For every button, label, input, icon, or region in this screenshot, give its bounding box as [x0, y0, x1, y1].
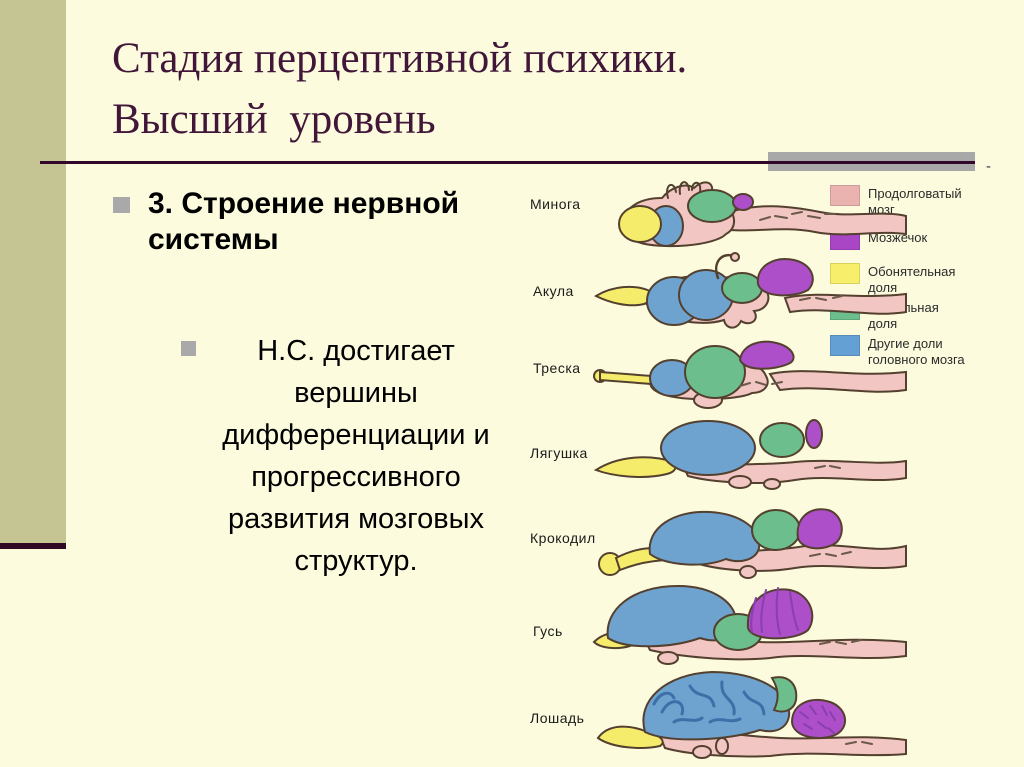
brain-evolution-figure: Продолговатый мозг Мозжечок Обонятельная д…: [528, 170, 1024, 767]
brain-illustration: [593, 340, 907, 409]
legend-label: Другие доли головного мозга: [868, 336, 965, 367]
legend-item: Обонятельная доля: [830, 263, 955, 295]
brain-illustration: [618, 181, 907, 248]
legend-item: Другие доли головного мозга: [830, 335, 965, 367]
title-underline-rule: [40, 161, 975, 164]
brain-illustration: [598, 508, 907, 579]
legend-color-swatch: [830, 263, 860, 284]
title-line1: Стадия перцептивной психики.: [112, 35, 688, 82]
brain-illustration: [592, 584, 907, 665]
legend-color-swatch: [830, 185, 860, 206]
left-band-underline: [0, 543, 66, 549]
legend-label: Обонятельная доля: [868, 264, 956, 295]
animal-label: Лягушка: [530, 445, 588, 461]
title-line2: Высший уровень: [112, 96, 436, 144]
brain-illustration: [596, 670, 907, 759]
page-title: Стадия перцептивной психики. Высший урове…: [112, 28, 972, 150]
bullet-square-icon: [113, 197, 130, 213]
animal-label: Треска: [533, 360, 581, 376]
animal-label: Акула: [533, 283, 574, 299]
brain-illustration: [593, 419, 907, 490]
animal-label: Гусь: [533, 623, 563, 639]
bullet-item-structure: 3. Строение нервной системы: [148, 187, 460, 256]
legend-color-swatch: [830, 335, 860, 356]
brain-illustration: [593, 252, 907, 329]
legend-item: Продолговатый мозг: [830, 185, 962, 217]
animal-label: Крокодил: [530, 530, 596, 546]
animal-label: Лошадь: [530, 710, 585, 726]
left-accent-band: [0, 0, 66, 543]
animal-label: Минога: [530, 196, 581, 212]
bullet-square-icon: [181, 341, 196, 356]
bullet-item-ns-description: Н.С. достигает вершины дифференциации и …: [222, 335, 490, 578]
corner-dash: -: [986, 158, 991, 175]
